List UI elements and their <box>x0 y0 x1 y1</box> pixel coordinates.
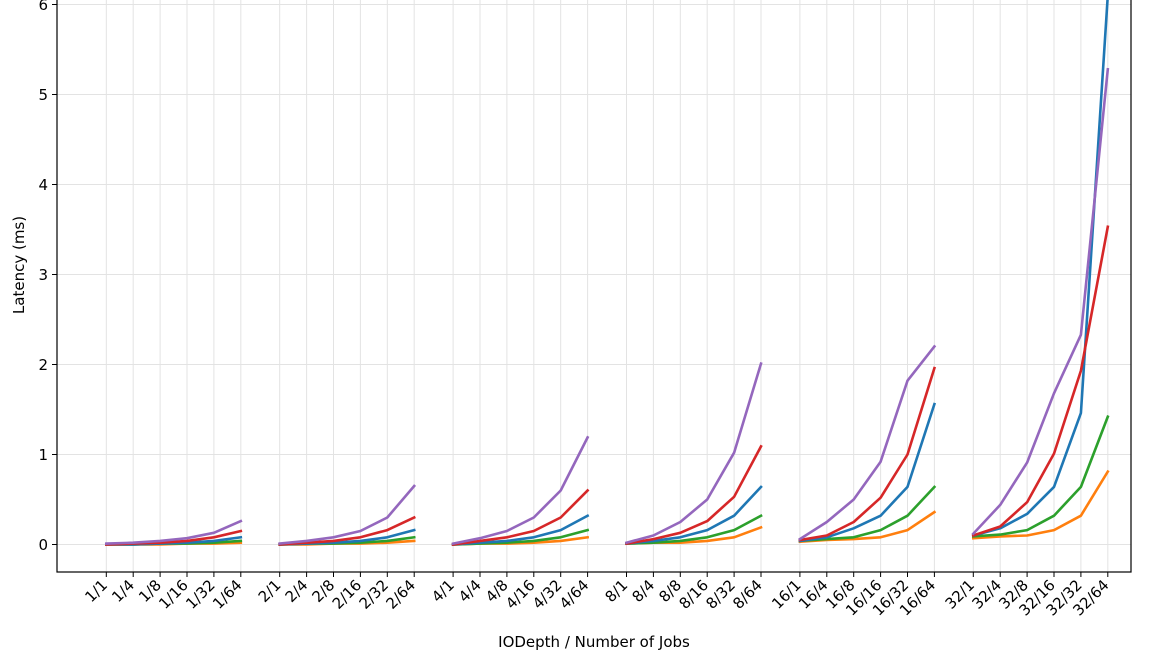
series-line <box>798 344 937 541</box>
x-tick-label: 8/64 <box>729 576 766 613</box>
x-tick-label: 8/4 <box>628 576 658 606</box>
series-line <box>625 513 763 545</box>
y-axis-label: Latency (ms) <box>10 216 28 314</box>
series-lines <box>104 0 1110 546</box>
x-tick-label: 4/64 <box>556 576 593 613</box>
x-tick-label: 4/1 <box>428 576 458 606</box>
x-tick-label: 2/64 <box>382 576 419 613</box>
series-line <box>451 513 590 546</box>
series-line <box>278 484 417 546</box>
series-line <box>278 515 416 546</box>
x-tick-label: 1/64 <box>209 576 246 613</box>
plot-frame <box>56 0 1132 573</box>
y-tick-label: 4 <box>38 176 48 194</box>
grid <box>57 0 1131 572</box>
series-line <box>625 444 763 546</box>
series-line <box>451 435 590 546</box>
x-tick-label: 4/4 <box>455 576 485 606</box>
x-axis-label: IODepth / Number of Jobs <box>498 633 690 651</box>
x-tick-label: 1/1 <box>81 576 111 606</box>
y-tick-label: 0 <box>38 536 48 554</box>
x-tick-label: 8/1 <box>602 576 632 606</box>
series-line <box>971 469 1110 540</box>
series-line <box>798 366 937 542</box>
y-tick-label: 1 <box>38 446 48 464</box>
x-tick-label: 1/4 <box>108 576 138 606</box>
series-line <box>104 519 243 545</box>
series-line <box>625 485 763 546</box>
series-line <box>798 485 937 543</box>
series-line <box>798 402 937 543</box>
series-line <box>971 415 1110 538</box>
y-tick-label: 3 <box>38 266 48 284</box>
x-tick-label: 2/4 <box>282 576 312 606</box>
y-tick-label: 2 <box>38 356 48 374</box>
series-line <box>971 225 1110 538</box>
x-tick-label: 2/1 <box>255 576 285 606</box>
series-line <box>971 67 1110 536</box>
series-line <box>624 361 763 545</box>
y-tick-label: 6 <box>38 0 48 14</box>
series-line <box>451 488 590 546</box>
y-tick-label: 5 <box>38 86 48 104</box>
